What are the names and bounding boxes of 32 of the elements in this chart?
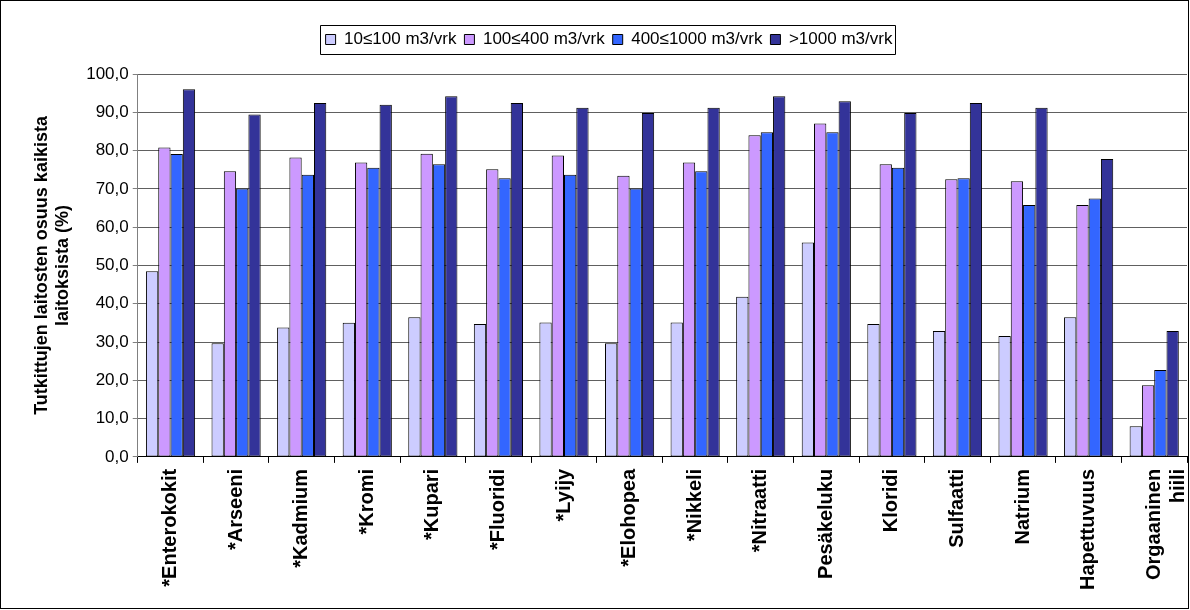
legend-label: 400≤1000 m3/vrk [631, 29, 763, 49]
legend-label: 10≤100 m3/vrk [344, 29, 457, 49]
x-tick-label: Hapettuvuus [1076, 468, 1099, 590]
x-tick-label: *Arseeni [223, 468, 246, 551]
x-tick-label: *Kromi [354, 468, 377, 535]
y-tick-label: 50,0 [95, 255, 129, 275]
x-tick-label: Pesäkeluku [813, 468, 836, 579]
x-tick-label: *Lyijy [551, 468, 574, 522]
y-tick-label: 60,0 [95, 216, 129, 236]
legend-label: >1000 m3/vrk [788, 29, 893, 49]
y-axis-title: Tutkittujen laitosten osuus kaikista laitoksista (%) [30, 115, 73, 415]
y-tick-label: 90,0 [95, 101, 129, 121]
x-tick-label: *Kadmium [289, 468, 312, 568]
y-tick-label: 0,0 [105, 446, 129, 466]
x-tick-label: *Nitraatti [748, 468, 771, 553]
y-tick-label: 10,0 [95, 408, 129, 428]
legend-label: 100≤400 m3/vrk [482, 29, 606, 49]
x-tick-label: *Enterokokit [158, 468, 181, 587]
y-tick-label: 80,0 [95, 140, 129, 160]
x-tick-label: Orgaaninen hiili [1141, 468, 1188, 581]
y-tick-label: 20,0 [95, 369, 129, 389]
y-tick-label: 40,0 [95, 293, 129, 313]
x-tick-label: Sulfaatti [944, 468, 967, 548]
x-tick-label: Kloridi [879, 468, 902, 533]
x-tick-label: *Nikkeli [682, 468, 705, 542]
y-tick-label: 70,0 [95, 178, 129, 198]
x-tick-label: *Kupari [420, 468, 443, 540]
x-tick-label: Natrium [1010, 468, 1033, 545]
y-tick-label: 30,0 [95, 331, 129, 351]
y-tick-label: 100,0 [86, 63, 129, 83]
x-tick-label: *Elohopea [617, 468, 640, 567]
x-tick-label: *Fluoridi [485, 468, 508, 550]
